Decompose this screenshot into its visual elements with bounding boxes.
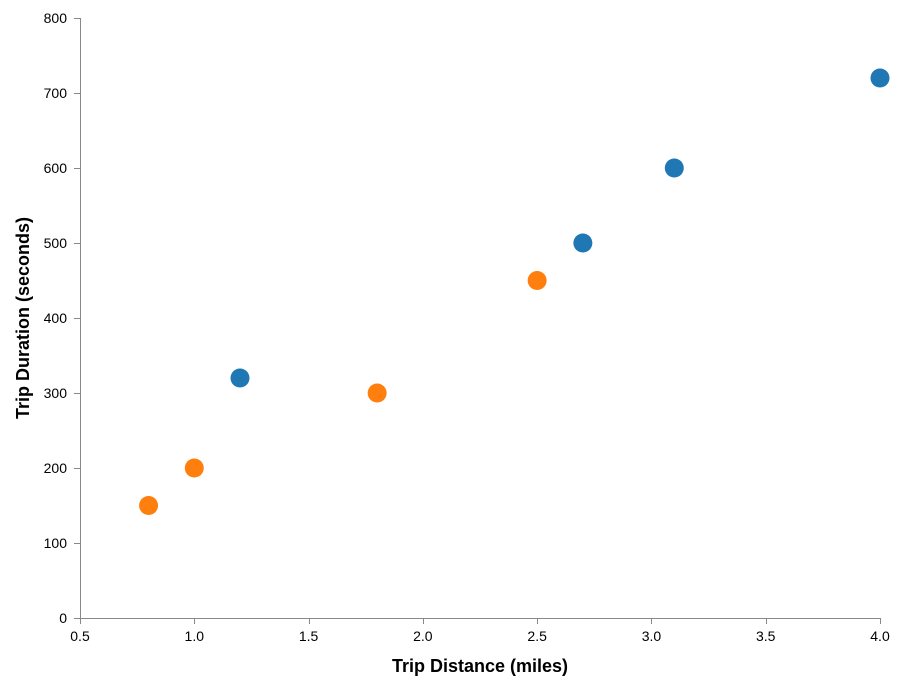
data-point-series-2 — [184, 458, 204, 478]
x-tick-label: 3.0 — [642, 628, 662, 644]
y-tick-label: 0 — [59, 610, 67, 626]
x-tick-label: 4.0 — [870, 628, 890, 644]
x-tick-label: 1.0 — [185, 628, 205, 644]
y-tick-label: 300 — [44, 385, 68, 401]
y-tick-label: 600 — [44, 160, 68, 176]
y-axis: 0 100 200 300 400 500 600 700 800 — [44, 10, 81, 626]
data-point-series-2 — [139, 496, 159, 515]
data-point-series-2 — [367, 383, 387, 403]
data-point-series-1 — [870, 68, 890, 88]
x-axis: 0.5 1.0 1.5 2.0 2.5 3.0 3.5 4.0 — [70, 618, 890, 644]
y-tick-label: 500 — [44, 235, 68, 251]
y-tick-label: 200 — [44, 460, 68, 476]
y-tick-label: 700 — [44, 85, 68, 101]
x-tick-label: 1.5 — [299, 628, 319, 644]
data-points — [139, 68, 890, 515]
x-axis-title: Trip Distance (miles) — [392, 656, 568, 676]
x-tick-label: 0.5 — [70, 628, 90, 644]
y-tick-label: 100 — [44, 535, 68, 551]
y-axis-title: Trip Duration (seconds) — [13, 217, 33, 419]
y-tick-label: 400 — [44, 310, 68, 326]
y-tick-label: 800 — [44, 10, 68, 26]
data-point-series-2 — [527, 271, 547, 290]
x-tick-label: 2.0 — [413, 628, 433, 644]
data-point-series-1 — [573, 233, 593, 253]
data-point-series-1 — [230, 368, 250, 388]
x-tick-label: 2.5 — [527, 628, 547, 644]
x-tick-label: 3.5 — [756, 628, 776, 644]
data-point-series-1 — [664, 158, 684, 178]
